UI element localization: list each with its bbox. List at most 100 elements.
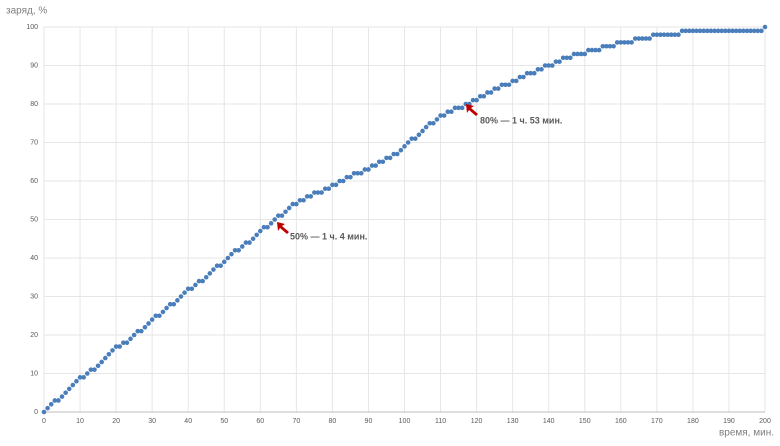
- data-point: [557, 59, 562, 64]
- data-point: [618, 40, 624, 45]
- data-point: [171, 301, 177, 307]
- data-point: [56, 398, 61, 403]
- data-point: [337, 178, 342, 184]
- data-point: [737, 28, 743, 34]
- data-point: [95, 363, 101, 369]
- data-point: [59, 394, 65, 399]
- data-point: [668, 32, 674, 37]
- x-axis-label: время, мин.: [719, 428, 774, 439]
- data-point: [221, 259, 227, 265]
- data-point: [160, 309, 166, 315]
- data-point: [139, 328, 144, 334]
- data-point: [503, 82, 508, 88]
- x-tick-label: 120: [471, 418, 483, 425]
- x-tick-label: 60: [256, 418, 264, 425]
- data-point: [394, 151, 400, 157]
- data-point: [225, 255, 231, 261]
- y-tick-label: 80: [30, 101, 38, 108]
- data-point: [495, 86, 501, 91]
- data-point: [643, 36, 649, 41]
- data-point: [506, 82, 512, 88]
- data-point: [312, 190, 317, 195]
- y-tick-label: 50: [30, 216, 38, 223]
- data-point: [510, 78, 515, 84]
- x-tick-label: 10: [76, 418, 84, 425]
- data-point: [70, 382, 76, 388]
- data-point: [88, 367, 94, 372]
- data-point: [52, 398, 58, 403]
- data-point: [74, 378, 79, 384]
- data-point: [600, 43, 606, 49]
- x-tick-label: 190: [723, 418, 735, 425]
- data-point: [153, 313, 159, 319]
- data-point: [517, 74, 523, 80]
- data-point: [128, 336, 133, 342]
- data-point: [182, 290, 187, 295]
- data-point: [92, 367, 97, 372]
- data-point: [326, 186, 332, 191]
- x-tick-label: 40: [184, 418, 192, 425]
- data-point: [488, 90, 494, 95]
- data-point: [294, 201, 299, 207]
- data-point: [759, 28, 764, 34]
- data-point: [41, 409, 47, 415]
- data-point: [539, 67, 544, 72]
- data-point: [553, 59, 559, 64]
- data-point: [373, 163, 378, 168]
- data-point: [254, 232, 259, 238]
- data-point: [686, 28, 692, 34]
- data-point: [330, 182, 335, 188]
- data-point: [741, 28, 746, 34]
- data-point: [571, 51, 577, 57]
- data-point: [157, 313, 162, 319]
- data-point: [568, 55, 573, 61]
- data-point: [297, 197, 303, 203]
- y-axis-label: заряд, %: [6, 6, 47, 17]
- data-point: [384, 155, 389, 161]
- data-point: [351, 171, 357, 176]
- data-point: [542, 63, 548, 68]
- data-point: [748, 28, 753, 34]
- y-tick-label: 70: [30, 139, 38, 146]
- data-point: [683, 28, 688, 34]
- data-point: [355, 171, 360, 176]
- data-point: [614, 40, 620, 45]
- x-tick-label: 130: [507, 418, 519, 425]
- data-point: [131, 332, 137, 338]
- data-point: [705, 28, 710, 34]
- data-point: [528, 70, 533, 76]
- data-point: [178, 294, 184, 299]
- data-point: [524, 70, 530, 76]
- data-point: [632, 36, 638, 41]
- data-point: [113, 344, 119, 349]
- data-point: [308, 194, 314, 199]
- x-tick-label: 140: [543, 418, 555, 425]
- data-point: [380, 159, 386, 165]
- data-point: [647, 36, 652, 41]
- data-point: [423, 124, 429, 130]
- data-point: [402, 144, 407, 149]
- x-tick-label: 50: [220, 418, 228, 425]
- x-tick-label: 150: [579, 418, 591, 425]
- data-point: [575, 51, 580, 57]
- data-point: [398, 147, 404, 153]
- data-point: [333, 182, 339, 188]
- data-point: [676, 32, 681, 37]
- data-point: [672, 32, 678, 37]
- y-tick-label: 40: [30, 255, 38, 262]
- data-point: [625, 40, 631, 45]
- data-point: [582, 51, 588, 57]
- data-point: [196, 278, 202, 284]
- data-point: [690, 28, 696, 34]
- data-point: [604, 43, 609, 49]
- annotation: 50% — 1 ч. 4 мин.: [290, 231, 367, 241]
- data-point: [369, 163, 375, 168]
- data-point: [521, 74, 526, 80]
- data-point: [654, 32, 660, 37]
- data-point: [485, 90, 490, 95]
- data-point: [175, 298, 180, 303]
- y-tick-label: 30: [30, 293, 38, 300]
- data-point: [304, 194, 310, 199]
- data-point: [679, 28, 685, 34]
